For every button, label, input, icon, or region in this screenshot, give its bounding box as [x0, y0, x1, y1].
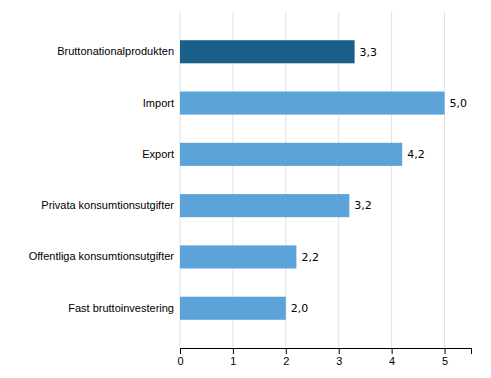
data-label: 2,0: [291, 302, 309, 315]
grid-line: [444, 12, 445, 348]
grid: [180, 12, 445, 348]
bar: [180, 143, 402, 166]
data-label: 2,2: [301, 251, 319, 264]
x-tick-mark: [392, 348, 393, 354]
bars: [180, 40, 445, 320]
x-axis: 0 1 2 3 4 5: [177, 348, 471, 367]
x-axis-line: [181, 349, 472, 355]
x-tick-label: 0: [177, 355, 183, 367]
x-tick: 4: [389, 348, 395, 367]
x-tick-mark: [180, 348, 181, 354]
bar: [180, 194, 349, 217]
x-tick-mark: [233, 348, 234, 354]
y-tick-label: Export: [142, 148, 174, 160]
data-label: 4,2: [407, 148, 425, 161]
x-tick-label: 4: [389, 355, 395, 367]
x-tick-label: 3: [336, 355, 342, 367]
y-tick-label: Import: [143, 97, 174, 109]
y-tick-label: Fast bruttoinvestering: [68, 302, 174, 314]
data-label: 3,3: [360, 46, 378, 59]
x-tick-label: 2: [283, 355, 289, 367]
y-tick: Export: [142, 148, 174, 160]
data-label: 3,2: [354, 199, 372, 212]
bar: [180, 245, 296, 268]
y-tick-label: Privata konsumtionsutgifter: [41, 199, 174, 211]
x-tick-label: 5: [442, 355, 448, 367]
y-axis: Fast bruttoinvestering Offentliga konsumt…: [29, 45, 175, 313]
bar: [180, 92, 445, 115]
chart: 2,0 2,2 3,2 4,2 5,0 3,3 0 1 2 3 4 5 Fast bruttoinves…: [0, 0, 491, 378]
y-tick-label: Offentliga konsumtionsutgifter: [29, 250, 175, 262]
x-tick-mark: [445, 348, 446, 354]
bar: [180, 40, 355, 63]
x-tick: 0: [177, 348, 183, 367]
x-tick-mark: [286, 348, 287, 354]
x-tick: 2: [283, 348, 289, 367]
y-tick-label: Bruttonationalprodukten: [57, 45, 174, 57]
x-tick: 5: [442, 348, 448, 367]
grid-line: [391, 12, 392, 348]
x-tick: 1: [230, 348, 236, 367]
x-tick-mark: [339, 348, 340, 354]
data-labels: 2,0 2,2 3,2 4,2 5,0 3,3: [291, 46, 467, 315]
x-tick: 3: [336, 348, 342, 367]
y-tick: Offentliga konsumtionsutgifter: [29, 250, 175, 262]
y-tick: Fast bruttoinvestering: [68, 302, 174, 314]
y-tick: Import: [143, 97, 174, 109]
data-label: 5,0: [450, 97, 468, 110]
x-tick-label: 1: [230, 355, 236, 367]
bar: [180, 297, 286, 320]
plot: 2,0 2,2 3,2 4,2 5,0 3,3 0 1 2 3 4 5 Fast bruttoinves…: [29, 12, 472, 367]
y-tick: Bruttonationalprodukten: [57, 45, 174, 57]
y-tick: Privata konsumtionsutgifter: [41, 199, 174, 211]
